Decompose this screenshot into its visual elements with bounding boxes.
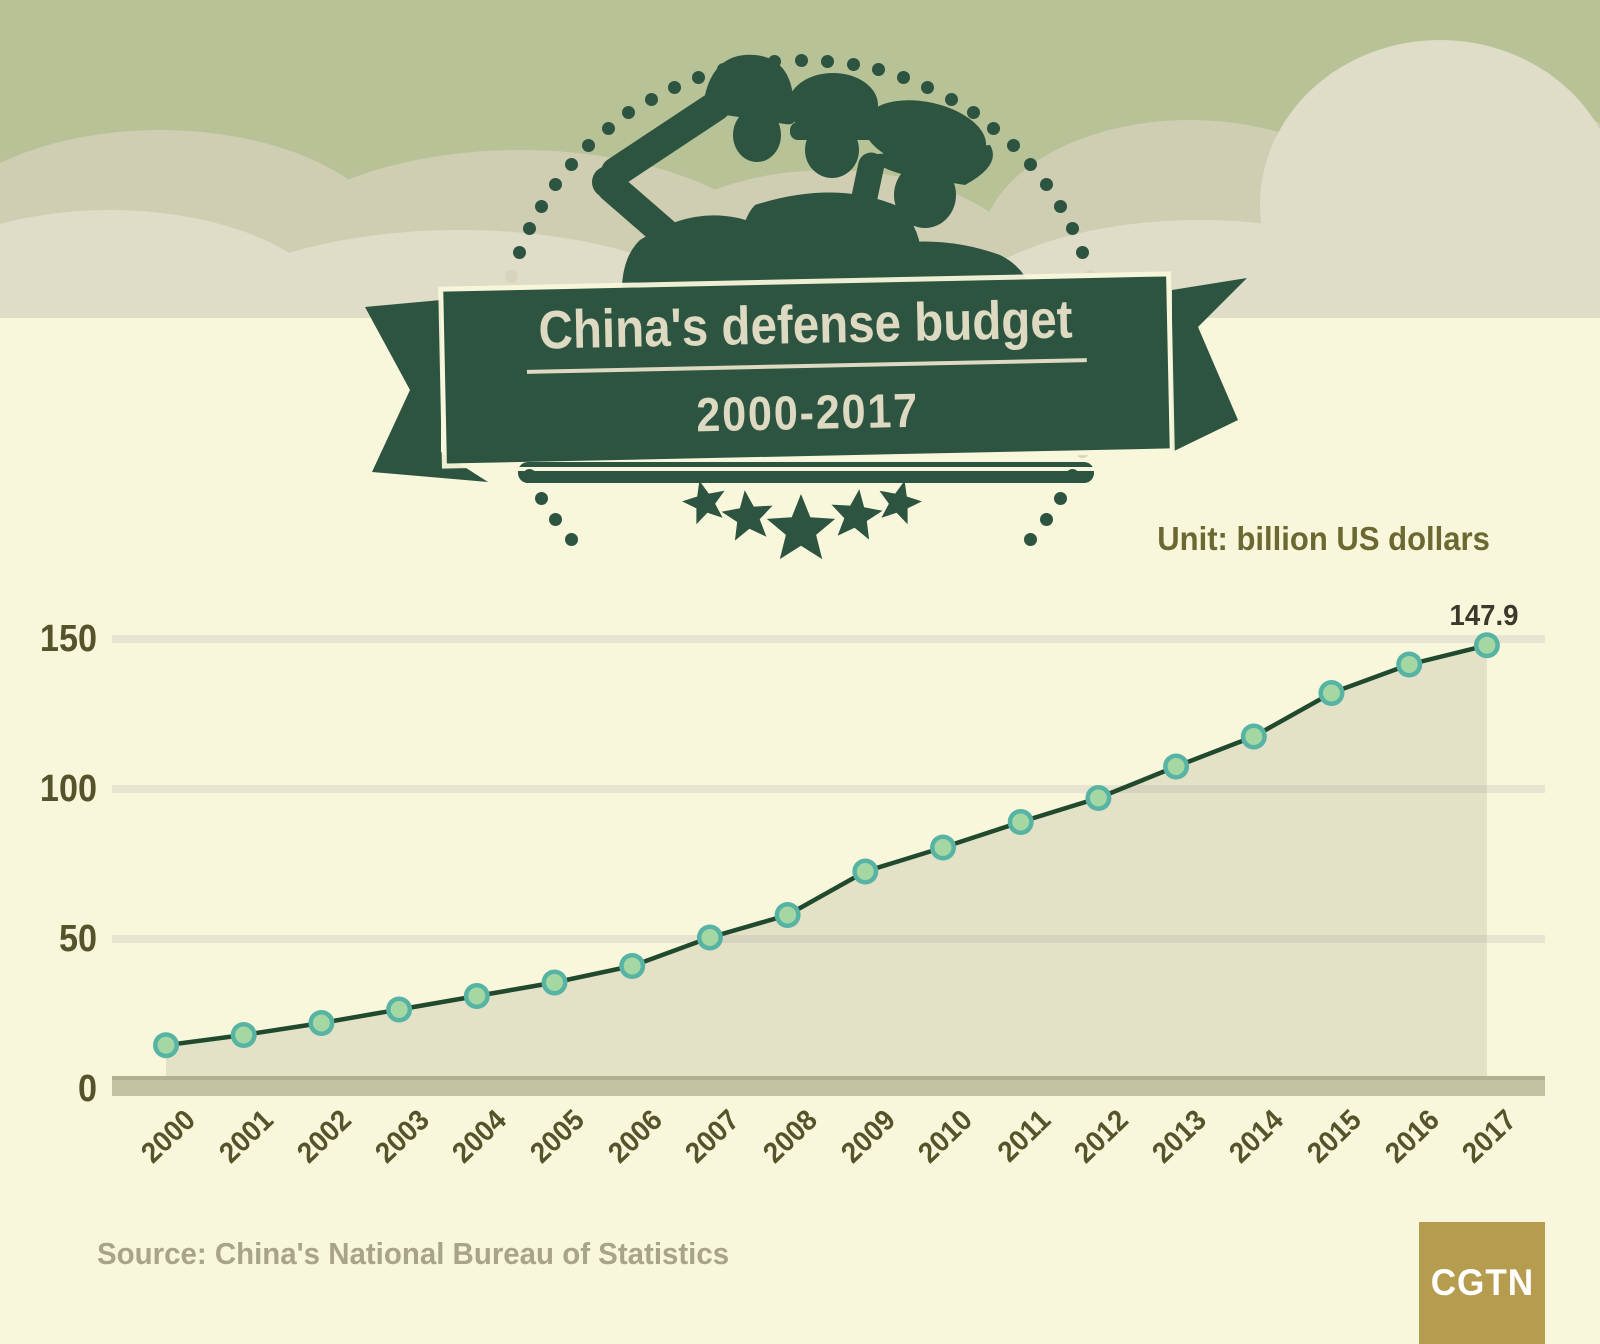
data-point-inner-2009 [856,863,874,880]
circle-dot [582,139,596,153]
x-axis-bar [112,1076,1545,1096]
y-tick-label-0: 0 [77,1068,97,1110]
data-point-inner-2013 [1167,758,1185,775]
circle-dot [644,92,658,106]
circle-dot [622,106,636,120]
circle-dot [966,106,980,120]
circle-dot [522,222,536,236]
circle-dot [601,121,615,135]
ribbon-tail-right [1172,278,1247,452]
circle-dot [512,245,526,259]
star-icon-3 [766,494,836,560]
circle-dot [504,269,518,283]
data-point-inner-2000 [157,1036,175,1054]
circle-dot [1054,491,1068,505]
circle-dot [1006,139,1020,153]
circle-dot [548,178,562,192]
data-point-inner-2011 [1012,813,1030,831]
data-point-inner-2012 [1089,789,1107,807]
circle-dot [1024,533,1038,547]
circle-dot [794,53,808,67]
data-point-inner-2015 [1323,684,1340,702]
ribbon-tail-left [365,300,488,482]
data-line [165,643,1488,1048]
data-point-inner-2007 [701,929,719,946]
circle-dot [1076,245,1090,259]
cgtn-logo-text: CGTN [1430,1262,1534,1303]
circle-dot [564,533,578,547]
star-icon-2 [721,490,773,541]
data-point-inner-2003 [390,1001,408,1018]
data-point-inner-2010 [934,839,952,856]
circle-dot [846,57,860,71]
circle-dot [534,491,548,505]
star-icon-4 [831,489,883,540]
gridline-150 [112,635,1545,643]
circle-dot [1040,512,1054,526]
circle-dot [897,71,911,85]
circle-dot [1024,157,1038,171]
y-tick-label-100: 100 [39,768,97,810]
circle-dot [987,121,1001,135]
circle-dot [691,71,705,85]
data-point-inner-2008 [779,906,797,924]
gridline-50 [112,935,1545,943]
circle-dot [921,80,935,94]
y-tick-label-150: 150 [39,618,97,660]
y-tick-label-50: 50 [58,918,97,960]
circle-dot [1066,222,1080,236]
data-point-inner-2005 [546,974,563,991]
data-point-inner-2014 [1245,728,1263,745]
cgtn-logo: CGTN [1419,1222,1545,1344]
circle-dot [548,512,562,526]
data-point-inner-2001 [235,1026,253,1044]
banner-underbar [518,462,1094,483]
circle-dot [667,80,681,94]
circle-dot [1054,199,1068,213]
data-point-inner-2004 [468,987,486,1005]
circle-dot [564,157,578,171]
source-note: Source: China's National Bureau of Stati… [97,1236,730,1271]
x-axis-bar-edge [112,1076,1545,1080]
circle-dot [1040,178,1054,192]
data-point-inner-2016 [1400,656,1418,673]
unit-label: Unit: billion US dollars [1157,520,1490,557]
star-icon-5 [879,480,922,525]
circle-dot [944,92,958,106]
last-point-value-label: 147.9 [1449,600,1519,632]
gridline-100 [112,785,1545,793]
data-point-inner-2006 [623,957,641,975]
area-fill [166,645,1487,1080]
data-point-inner-2002 [312,1014,330,1032]
circle-dot [872,63,886,77]
circle-dot [820,54,834,68]
circle-dot [534,199,548,213]
star-icon-1 [682,480,725,525]
data-point-inner-2017 [1478,636,1496,654]
